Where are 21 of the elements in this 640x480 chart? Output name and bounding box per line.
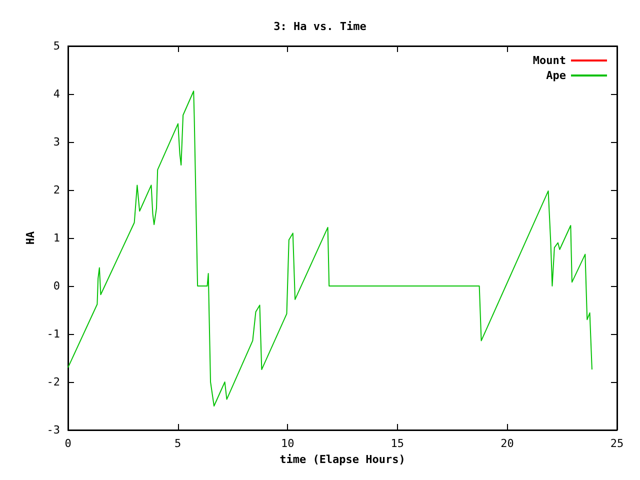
y-tick-label: 0	[53, 280, 60, 292]
x-tick-label: 5	[174, 437, 182, 450]
x-tick-label: 20	[500, 437, 514, 450]
x-tick-label: 25	[610, 437, 624, 450]
chart-title: 3: Ha vs. Time	[274, 20, 367, 33]
y-tick-label: 3	[53, 136, 60, 148]
y-tick-label: -3	[46, 424, 60, 436]
y-tick-label: 4	[53, 88, 60, 100]
x-axis-title: time (Elapse Hours)	[280, 452, 406, 466]
x-tick-label: 0	[64, 437, 72, 450]
y-tick-label: -1	[46, 328, 60, 340]
line-series	[68, 90, 592, 406]
y-tick-label: -2	[46, 376, 60, 388]
y-tick-label: 1	[53, 232, 60, 244]
y-axis-title: HA	[24, 231, 37, 245]
y-tick-label: 2	[53, 184, 60, 196]
y-tick-label: 5	[53, 40, 60, 52]
x-tick-label: 10	[280, 437, 294, 450]
legend-label: Mount	[532, 54, 566, 67]
x-tick-label: 15	[390, 437, 404, 450]
legend-label: Ape	[546, 69, 566, 82]
